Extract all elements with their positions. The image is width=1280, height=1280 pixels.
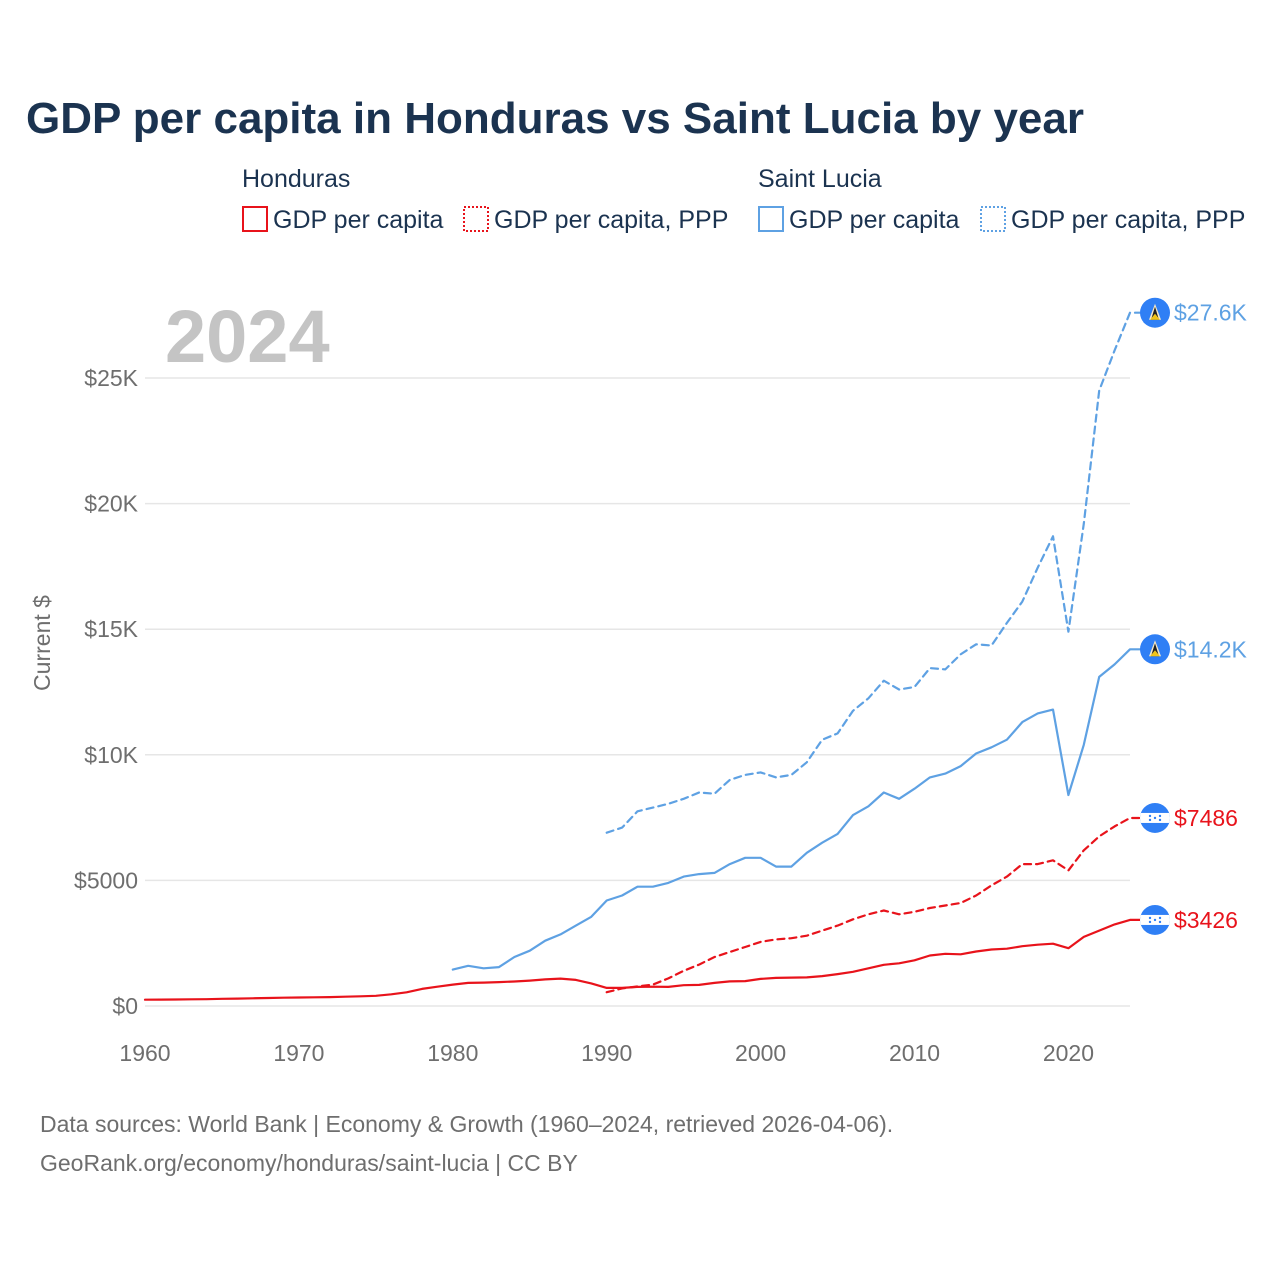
end-marker-saint-lucia-gdp-per-capita-ppp xyxy=(1140,297,1170,328)
end-label-saint-lucia-gdp-per-capita-ppp: $27.6K xyxy=(1174,300,1248,326)
flag-star-1 xyxy=(1158,814,1162,818)
end-marker-honduras-gdp-per-capita xyxy=(1140,904,1170,935)
series-honduras-gdp-per-capita-ppp xyxy=(605,816,1157,994)
end-marker-saint-lucia-gdp-per-capita xyxy=(1140,634,1170,665)
chart-title: GDP per capita in Honduras vs Saint Luci… xyxy=(26,94,1084,143)
series-saint-lucia-gdp-per-capita-ppp xyxy=(605,311,1157,834)
series-lines xyxy=(143,311,1157,1001)
x-tick-1980: 1980 xyxy=(427,1040,478,1066)
series-saint-lucia-gdp-per-capita xyxy=(451,648,1157,971)
end-marker-honduras-gdp-per-capita-ppp xyxy=(1140,802,1170,833)
y-tick-5000: $5000 xyxy=(74,867,138,893)
flag-triangle-gold xyxy=(1150,313,1160,320)
end-label-honduras-gdp-per-capita: $3426 xyxy=(1174,907,1238,933)
flag-star-3 xyxy=(1148,818,1152,822)
flag-star-0 xyxy=(1148,916,1152,920)
source-line-2: GeoRank.org/economy/honduras/saint-lucia… xyxy=(40,1150,578,1176)
x-axis-ticks: 1960 1970 1980 1990 2000 2010 2020 xyxy=(119,1040,1094,1066)
flag-star-3 xyxy=(1148,920,1152,924)
year-watermark: 2024 xyxy=(165,295,330,378)
x-tick-1970: 1970 xyxy=(273,1040,324,1066)
y-tick-20000: $20K xyxy=(84,491,138,517)
legend-label-honduras-ppp: GDP per capita, PPP xyxy=(494,206,728,234)
legend-label-saint-lucia-ppp: GDP per capita, PPP xyxy=(1011,206,1245,234)
x-tick-2010: 2010 xyxy=(889,1040,940,1066)
flag-triangle-gold xyxy=(1150,650,1160,657)
end-markers: $3426 $7486 $14.2K $27.6K xyxy=(1140,297,1248,935)
flag-star-1 xyxy=(1158,916,1162,920)
legend-label-honduras-gdp: GDP per capita xyxy=(273,206,444,234)
y-tick-10000: $10K xyxy=(84,742,138,768)
legend: Honduras Saint Lucia GDP per capita GDP … xyxy=(242,165,1245,234)
y-axis-ticks: $0 $5000 $10K $15K $20K $25K xyxy=(74,365,139,1019)
legend-group-honduras: Honduras xyxy=(242,165,350,193)
x-tick-2020: 2020 xyxy=(1043,1040,1094,1066)
end-label-honduras-gdp-per-capita-ppp: $7486 xyxy=(1174,805,1238,831)
legend-group-saint-lucia: Saint Lucia xyxy=(758,165,882,193)
flag-star-2 xyxy=(1153,816,1157,820)
x-tick-1960: 1960 xyxy=(119,1040,170,1066)
flag-star-0 xyxy=(1148,814,1152,818)
end-label-saint-lucia-gdp-per-capita: $14.2K xyxy=(1174,636,1248,662)
x-tick-2000: 2000 xyxy=(735,1040,786,1066)
y-tick-15000: $15K xyxy=(84,616,138,642)
flag-honduras-icon xyxy=(1140,802,1170,833)
gridlines xyxy=(145,377,1130,1007)
flag-star-4 xyxy=(1158,818,1162,822)
y-tick-25000: $25K xyxy=(84,365,138,391)
legend-label-saint-lucia-gdp: GDP per capita xyxy=(789,206,960,234)
y-tick-0: $0 xyxy=(112,993,138,1019)
source-line-1: Data sources: World Bank | Economy & Gro… xyxy=(40,1111,893,1137)
flag-star-4 xyxy=(1158,920,1162,924)
legend-swatch-saint-lucia-gdp xyxy=(758,206,784,232)
x-tick-1990: 1990 xyxy=(581,1040,632,1066)
legend-swatch-honduras-gdp xyxy=(242,206,268,232)
legend-swatch-honduras-ppp xyxy=(463,206,489,232)
flag-star-2 xyxy=(1153,918,1157,922)
flag-honduras-icon xyxy=(1140,904,1170,935)
series-honduras-gdp-per-capita xyxy=(143,918,1157,1001)
y-axis-title: Current $ xyxy=(29,595,55,691)
legend-swatch-saint-lucia-ppp xyxy=(980,206,1006,232)
